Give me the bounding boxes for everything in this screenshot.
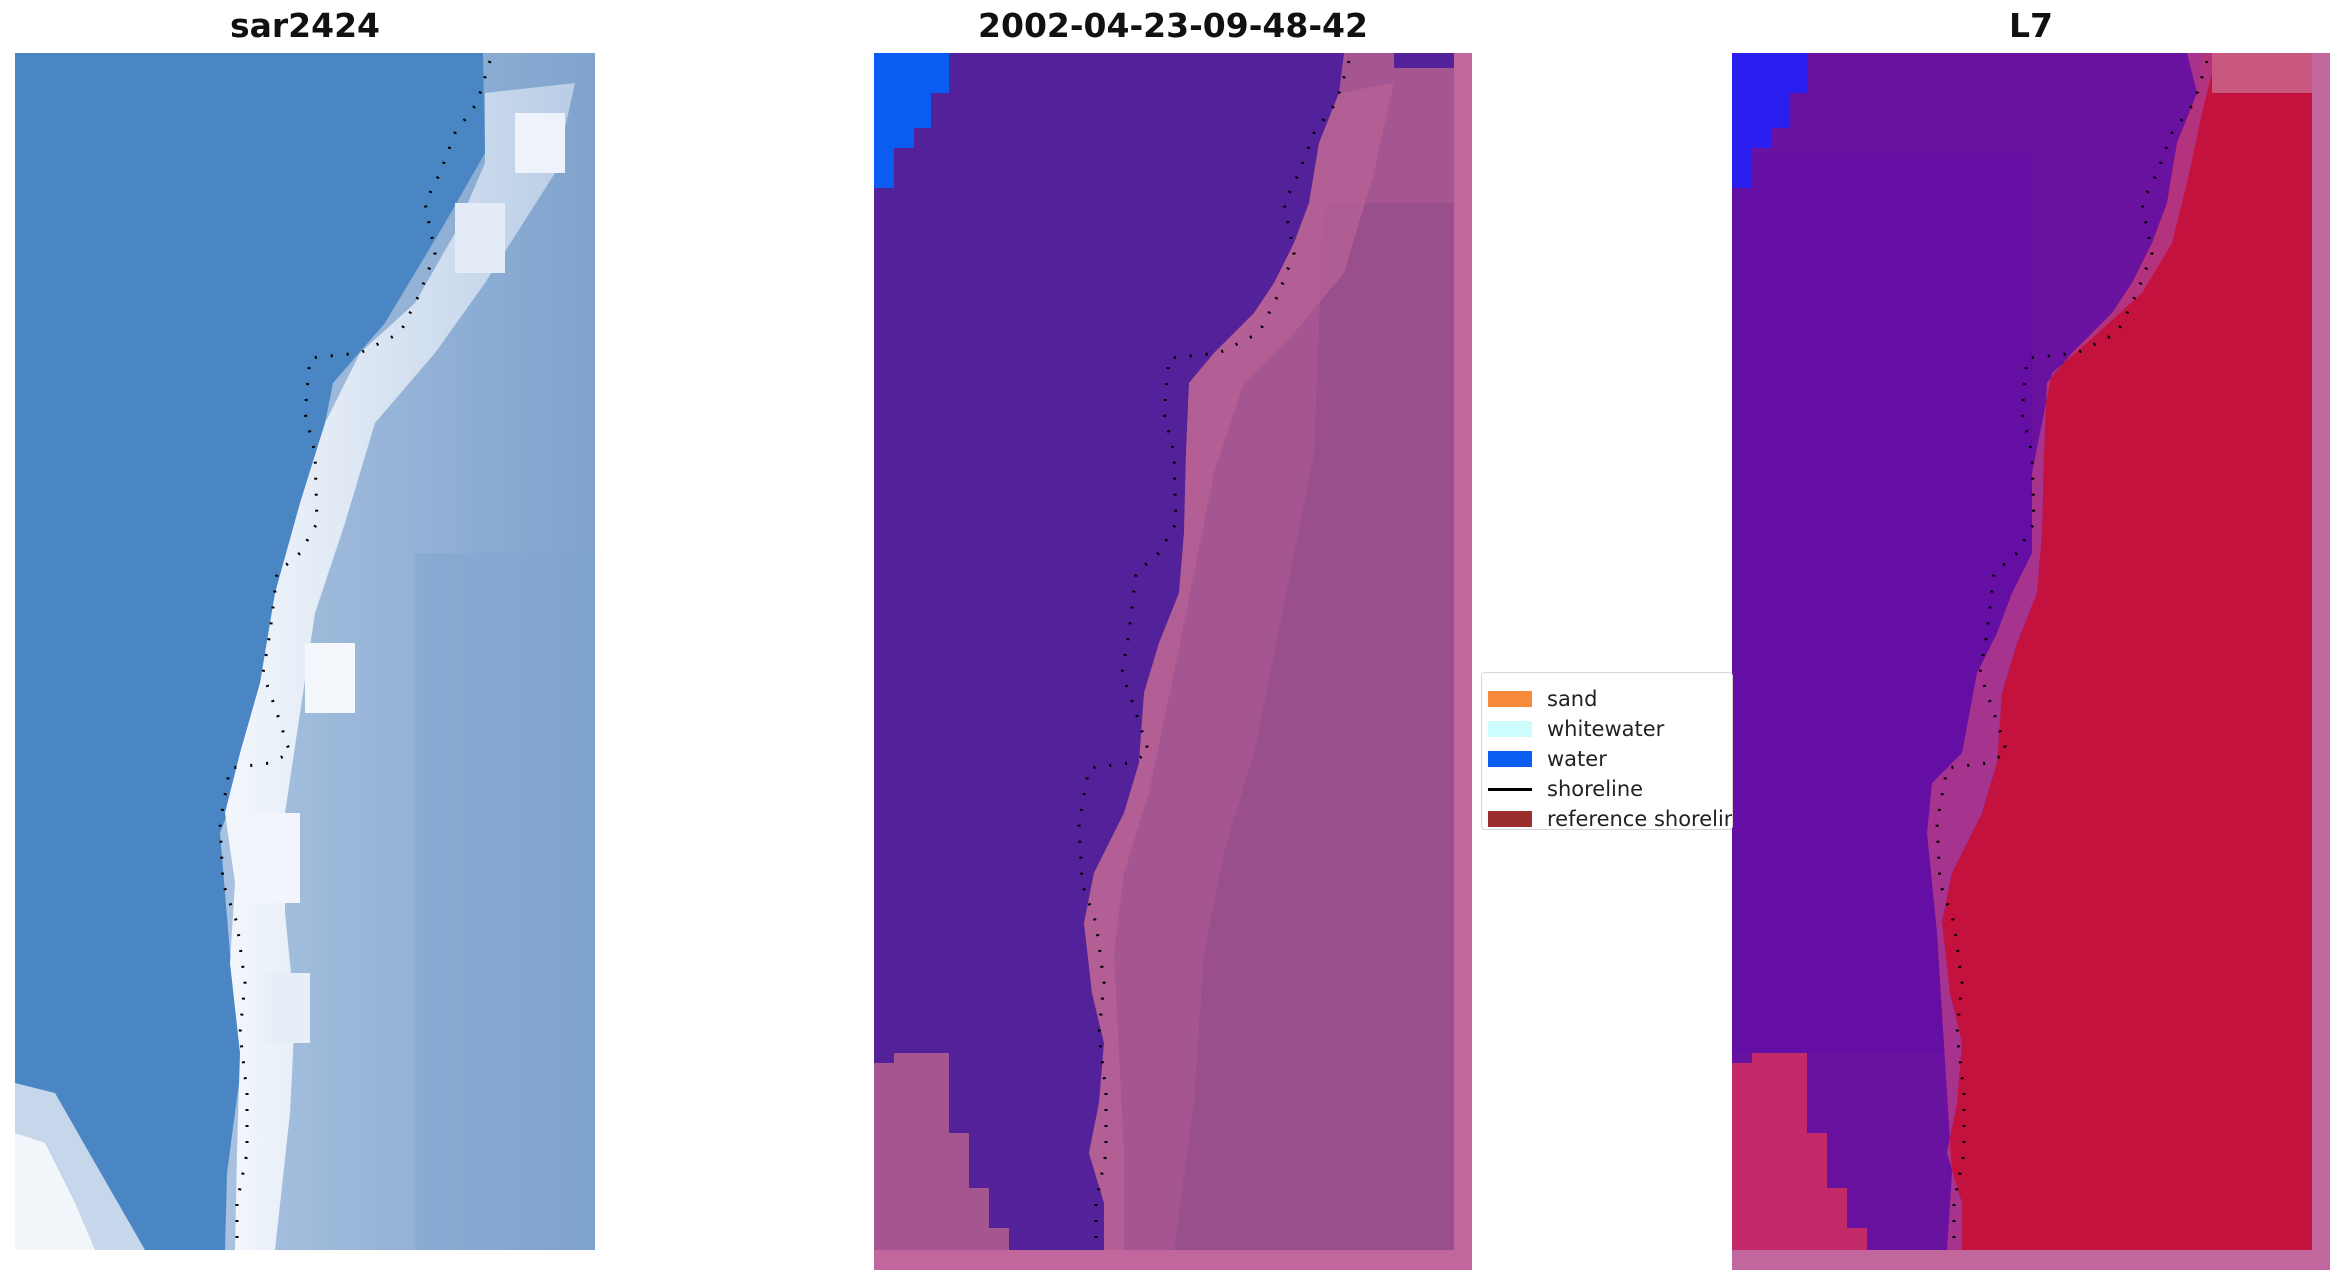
reference-shoreline-swatch — [1488, 811, 1532, 827]
sand-swatch — [1488, 691, 1532, 707]
classification-image — [874, 53, 1472, 1270]
rgb-image — [15, 53, 595, 1250]
legend-label-water: water — [1547, 747, 1607, 771]
classification-panel — [874, 53, 1472, 1270]
rgb-image-panel — [15, 53, 595, 1250]
legend-label-whitewater: whitewater — [1547, 717, 1665, 741]
legend-label-reference-shoreline: reference shoreline — [1547, 807, 1733, 830]
panel-title-l7: L7 — [2009, 6, 2053, 45]
legend-label-sand: sand — [1547, 687, 1598, 711]
shoreline-line-icon — [1488, 788, 1532, 791]
l7-image — [1732, 53, 2330, 1270]
panel-title-rgb: sar2424 — [229, 6, 381, 45]
legend-item-reference-shoreline: reference shoreline — [1482, 804, 1733, 830]
panel-title-classification: 2002-04-23-09-48-42 — [978, 6, 1368, 45]
legend-item-shoreline: shoreline — [1482, 774, 1732, 804]
l7-panel — [1732, 53, 2330, 1270]
legend-item-whitewater: whitewater — [1482, 714, 1732, 744]
legend: sand whitewater water shoreline referenc… — [1481, 672, 1733, 830]
water-swatch — [1488, 751, 1532, 767]
whitewater-swatch — [1488, 721, 1532, 737]
legend-label-shoreline: shoreline — [1547, 777, 1644, 801]
legend-item-sand: sand — [1482, 684, 1732, 714]
legend-item-water: water — [1482, 744, 1732, 774]
